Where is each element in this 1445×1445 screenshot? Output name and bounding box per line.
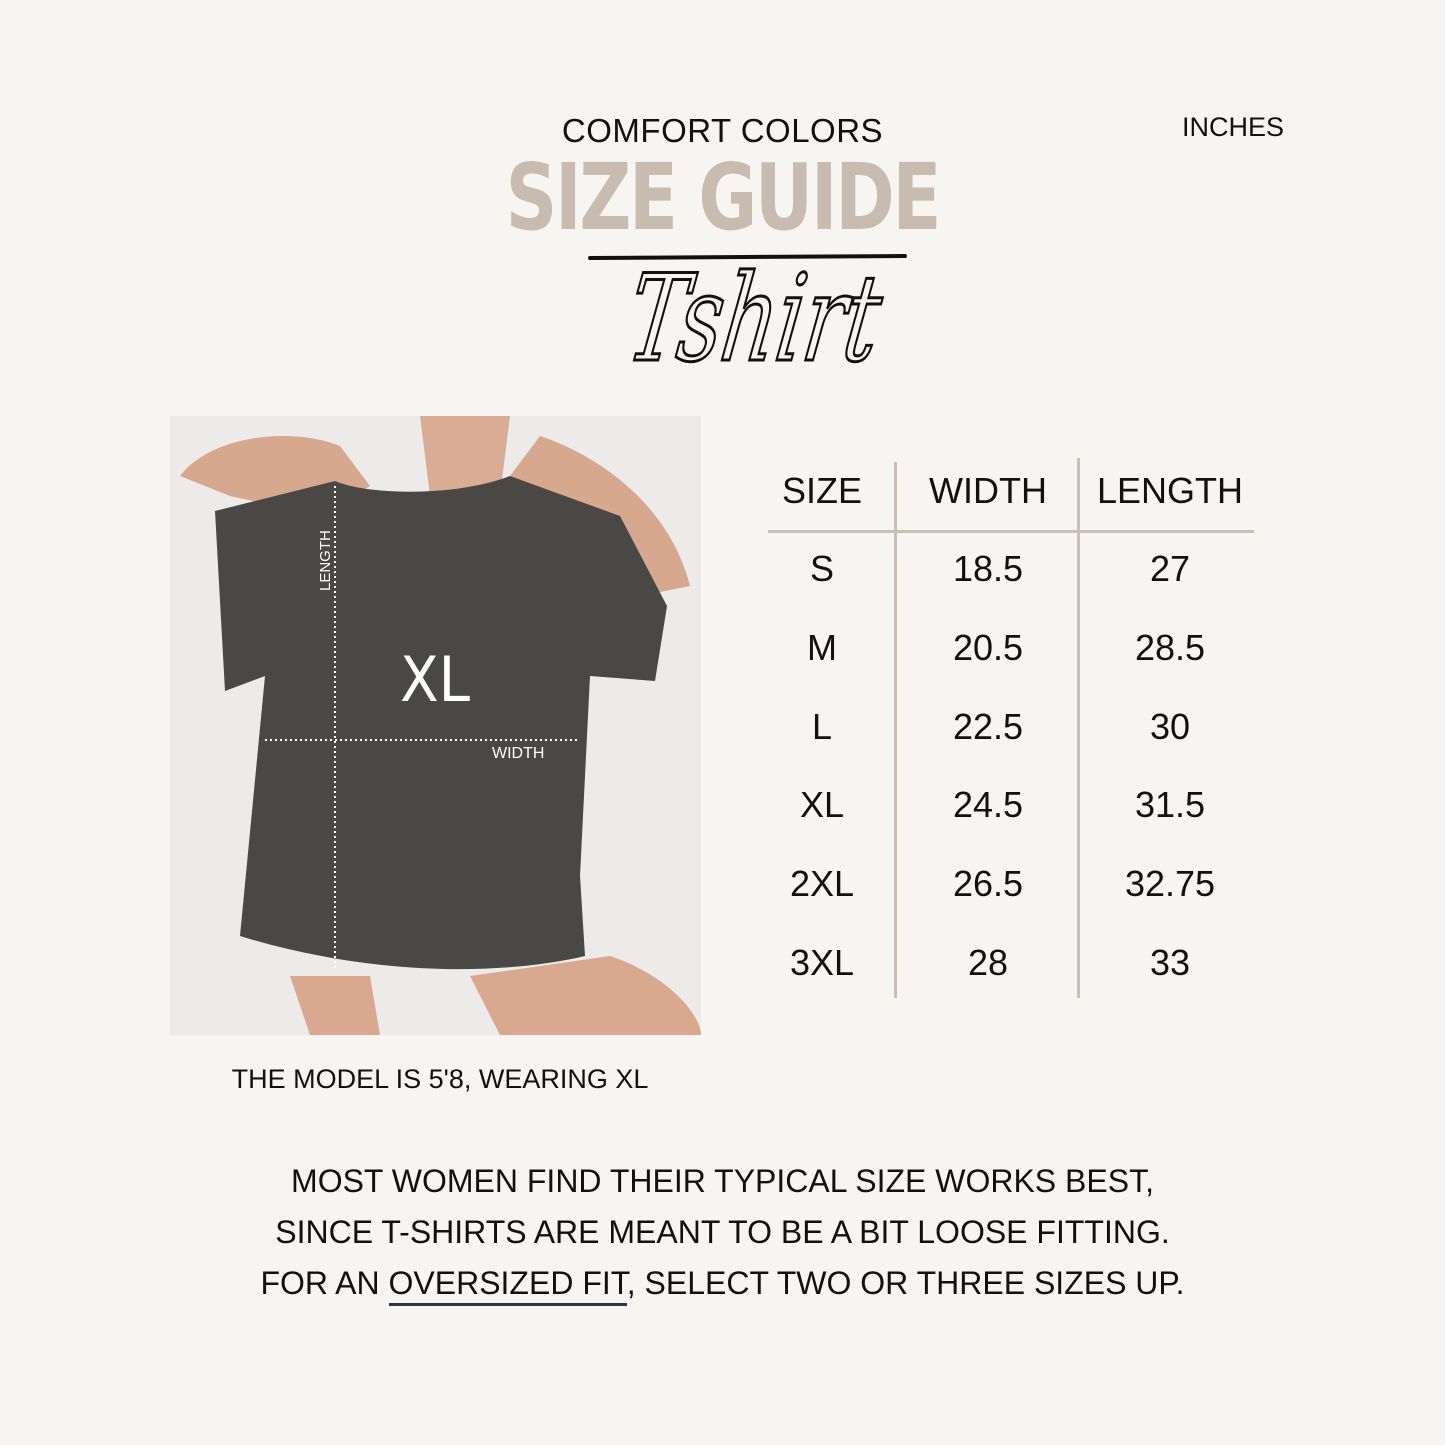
column-divider [1077, 458, 1080, 998]
header-width: WIDTH [929, 470, 1047, 511]
cell-width: 24.5 [952, 784, 1024, 826]
cell-width: 22.5 [952, 705, 1024, 747]
cell-width: 26.5 [952, 863, 1024, 905]
brand-name: COMFORT COLORS [0, 112, 1445, 150]
cell-length: 27 [1149, 548, 1191, 589]
cell-length: 28.5 [1134, 626, 1206, 668]
size-table: SIZE WIDTH LENGTH S 18.5 27 M 20.5 28.5 L 22.5 30 XL… [768, 458, 1254, 998]
cell-length: 32.75 [1124, 863, 1216, 905]
width-label: WIDTH [492, 745, 544, 762]
note-text: , SELECT TWO OR THREE SIZES UP. [626, 1265, 1185, 1301]
page-title: SIZE GUIDE [505, 144, 942, 251]
note-line: FOR AN OVERSIZED FIT, SELECT TWO OR THRE… [0, 1258, 1445, 1309]
tshirt-script-title: Tshirt [588, 248, 907, 390]
cell-length: 30 [1149, 705, 1191, 747]
size-label: XL [400, 643, 470, 716]
cell-size: XL [799, 784, 845, 826]
header-divider [768, 530, 1254, 533]
cell-size: S [809, 548, 835, 589]
script-title-text: Tshirt [620, 250, 890, 389]
cell-width: 28 [967, 942, 1009, 983]
note-text: FOR AN [260, 1265, 389, 1301]
oversized-fit-link[interactable]: OVERSIZED FIT [388, 1265, 627, 1306]
cell-size: 2XL [789, 863, 855, 905]
model-photo: LENGTH WIDTH XL [170, 416, 701, 1035]
column-divider [894, 462, 897, 998]
cell-width: 20.5 [952, 626, 1024, 668]
note-line: MOST WOMEN FIND THEIR TYPICAL SIZE WORKS… [291, 1163, 1154, 1199]
cell-size: L [811, 705, 833, 747]
units-label: INCHES [1182, 112, 1285, 142]
brand-text: COMFORT COLORS [561, 112, 884, 149]
header-length: LENGTH [1096, 470, 1244, 511]
cell-length: 31.5 [1134, 784, 1206, 826]
note-line: SINCE T-SHIRTS ARE MEANT TO BE A BIT LOO… [275, 1214, 1170, 1250]
cell-size: M [807, 626, 837, 668]
model-photo-illustration: LENGTH WIDTH XL [170, 416, 701, 1035]
header-size: SIZE [781, 470, 863, 511]
model-caption: THE MODEL IS 5'8, WEARING XL [231, 1064, 649, 1094]
cell-size: 3XL [789, 942, 855, 983]
length-label: LENGTH [317, 530, 334, 591]
cell-length: 33 [1149, 942, 1191, 983]
fit-note: MOST WOMEN FIND THEIR TYPICAL SIZE WORKS… [0, 1156, 1445, 1309]
cell-width: 18.5 [952, 548, 1024, 589]
